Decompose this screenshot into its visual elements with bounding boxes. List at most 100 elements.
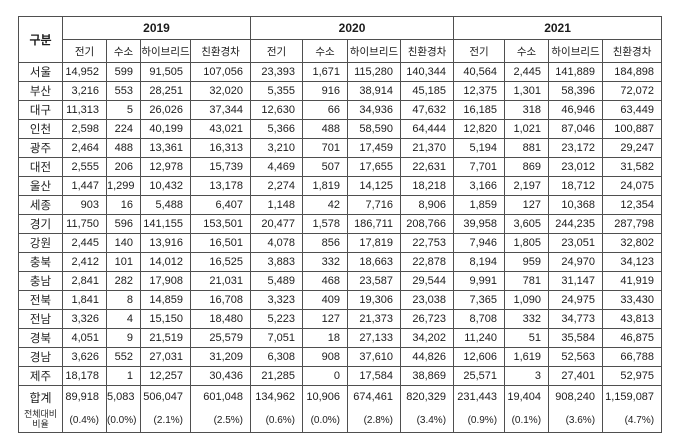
table-row: 세종 903 16 5,488 6,407 1,148 42 7,716 8,906 1,859 1…: [18, 195, 663, 215]
table-row: 전남 3,326 4 15,150 18,480 5,223 127 21,373 26,723…: [18, 309, 663, 329]
value-cell: 91,505: [140, 62, 191, 82]
table-row: 광주 2,464 488 13,361 16,313 3,210 701 17,459 21,3…: [18, 138, 663, 158]
value-cell: 29,247: [602, 138, 663, 158]
value-cell: 19,404: [504, 385, 550, 408]
ratio-cell: (0.0%): [302, 408, 349, 433]
value-cell: 2,412: [62, 252, 107, 272]
value-cell: 3,626: [62, 347, 107, 367]
value-cell: 781: [504, 271, 550, 291]
value-cell: 38,914: [347, 81, 402, 101]
value-cell: 1: [106, 366, 141, 386]
value-cell: 33,430: [602, 290, 663, 310]
value-cell: 5: [106, 100, 141, 120]
value-cell: 17,908: [140, 271, 191, 291]
value-cell: 72,072: [602, 81, 663, 101]
region-label: 울산: [18, 176, 63, 196]
region-label: 경남: [18, 347, 63, 367]
value-cell: 17,819: [347, 233, 402, 253]
ratio-row: 전체대비 비율 (0.4%) (0.0%) (2.1%) (2.5%) (0.6%…: [18, 408, 663, 433]
value-cell: 916: [302, 81, 349, 101]
value-cell: 332: [302, 252, 349, 272]
value-cell: 16,525: [189, 252, 252, 272]
value-cell: 5,366: [250, 119, 304, 139]
value-cell: 32,020: [189, 81, 252, 101]
ratio-cell: (0.1%): [504, 408, 550, 433]
ratio-cell: (0.0%): [106, 408, 141, 433]
value-cell: 6,308: [250, 347, 304, 367]
value-cell: 4: [106, 309, 141, 329]
measure-header-hydrogen: 수소: [504, 39, 550, 63]
value-cell: 25,579: [189, 328, 252, 348]
ratio-cell: (2.1%): [140, 408, 191, 433]
value-cell: 46,946: [548, 100, 604, 120]
ratio-label-line2: 비율: [32, 419, 49, 429]
measure-header-eco: 친환경차: [602, 39, 663, 63]
value-cell: 127: [504, 195, 550, 215]
value-cell: 11,240: [453, 328, 506, 348]
value-cell: 23,172: [548, 138, 604, 158]
table-row: 울산 1,447 1,299 10,432 13,178 2,274 1,819 14,125…: [18, 176, 663, 196]
value-cell: 134,962: [250, 385, 304, 408]
ratio-cell: (3.6%): [548, 408, 604, 433]
value-cell: 3,605: [504, 214, 550, 234]
value-cell: 1,578: [302, 214, 349, 234]
measure-header-eco: 친환경차: [189, 39, 252, 63]
value-cell: 2,274: [250, 176, 304, 196]
value-cell: 0: [302, 366, 349, 386]
region-label: 충남: [18, 271, 63, 291]
value-cell: 14,859: [140, 290, 191, 310]
value-cell: 15,150: [140, 309, 191, 329]
value-cell: 14,952: [62, 62, 107, 82]
value-cell: 35,584: [548, 328, 604, 348]
measure-header-electric: 전기: [453, 39, 506, 63]
measure-header-hydrogen: 수소: [302, 39, 349, 63]
value-cell: 18,663: [347, 252, 402, 272]
value-cell: 140,344: [400, 62, 455, 82]
value-cell: 13,916: [140, 233, 191, 253]
value-cell: 1,841: [62, 290, 107, 310]
value-cell: 10,368: [548, 195, 604, 215]
value-cell: 30,436: [189, 366, 252, 386]
value-cell: 101: [106, 252, 141, 272]
ratio-cell: (2.8%): [347, 408, 402, 433]
value-cell: 3,883: [250, 252, 304, 272]
value-cell: 8,194: [453, 252, 506, 272]
total-row: 합계 89,918 5,083 506,047 601,048 134,962 …: [18, 385, 663, 408]
value-cell: 22,753: [400, 233, 455, 253]
value-cell: 58,396: [548, 81, 604, 101]
ratio-cell: (3.4%): [400, 408, 455, 433]
value-cell: 27,031: [140, 347, 191, 367]
table-footer: 합계 89,918 5,083 506,047 601,048 134,962 …: [18, 385, 663, 433]
value-cell: 1,619: [504, 347, 550, 367]
value-cell: 46,875: [602, 328, 663, 348]
ratio-cell: (2.5%): [189, 408, 252, 433]
value-cell: 39,958: [453, 214, 506, 234]
value-cell: 14,125: [347, 176, 402, 196]
region-label: 대구: [18, 100, 63, 120]
value-cell: 31,147: [548, 271, 604, 291]
year-header-2021: 2021: [453, 16, 663, 40]
value-cell: 5,194: [453, 138, 506, 158]
table-row: 대구 11,313 5 26,026 37,344 12,630 66 34,936 47,63…: [18, 100, 663, 120]
value-cell: 3,326: [62, 309, 107, 329]
value-cell: 26,723: [400, 309, 455, 329]
value-cell: 2,598: [62, 119, 107, 139]
value-cell: 16: [106, 195, 141, 215]
value-cell: 332: [504, 309, 550, 329]
value-cell: 2,445: [62, 233, 107, 253]
region-label: 경북: [18, 328, 63, 348]
value-cell: 10,906: [302, 385, 349, 408]
value-cell: 52,563: [548, 347, 604, 367]
region-label: 전북: [18, 290, 63, 310]
year-header-row: 구분 2019 2020 2021: [18, 16, 663, 63]
value-cell: 674,461: [347, 385, 402, 408]
value-cell: 23,393: [250, 62, 304, 82]
value-cell: 34,202: [400, 328, 455, 348]
table-header: 구분 2019 2020 2021 전기 수소 하이브리드 친환경차 전기 수소…: [18, 16, 663, 63]
value-cell: 37,610: [347, 347, 402, 367]
region-label: 광주: [18, 138, 63, 158]
value-cell: 12,257: [140, 366, 191, 386]
value-cell: 2,197: [504, 176, 550, 196]
value-cell: 7,701: [453, 157, 506, 177]
value-cell: 21,031: [189, 271, 252, 291]
